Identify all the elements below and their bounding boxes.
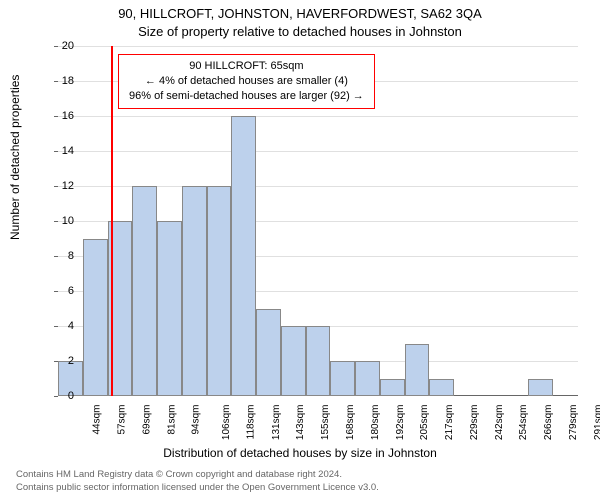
y-tick-label: 20 (44, 40, 74, 52)
y-tick-label: 16 (44, 110, 74, 122)
histogram-bar (182, 186, 207, 396)
x-tick-label: 229sqm (469, 405, 480, 441)
histogram-bar (306, 326, 331, 396)
x-axis-label: Distribution of detached houses by size … (0, 446, 600, 460)
property-size-chart: 90, HILLCROFT, JOHNSTON, HAVERFORDWEST, … (0, 0, 600, 500)
annotation-line-1: 90 HILLCROFT: 65sqm (129, 59, 364, 74)
chart-title-line-2: Size of property relative to detached ho… (0, 24, 600, 39)
x-tick-label: 168sqm (345, 405, 356, 441)
annotation-line-3: 96% of semi-detached houses are larger (… (129, 89, 364, 104)
x-tick-label: 57sqm (117, 405, 128, 435)
y-tick-label: 4 (44, 320, 74, 332)
y-axis-label: Number of detached properties (8, 75, 22, 240)
x-tick-label: 131sqm (271, 405, 282, 441)
x-tick-label: 279sqm (568, 405, 579, 441)
histogram-bar (405, 344, 430, 397)
x-tick-label: 118sqm (245, 405, 256, 440)
x-tick-label: 143sqm (296, 405, 307, 441)
y-tick-label: 12 (44, 180, 74, 192)
attribution-line-2: Contains public sector information licen… (16, 482, 379, 494)
x-tick-label: 94sqm (191, 405, 202, 435)
histogram-bar (231, 116, 256, 396)
y-tick-label: 6 (44, 285, 74, 297)
x-tick-label: 291sqm (593, 405, 600, 441)
histogram-bar (330, 361, 355, 396)
x-tick-label: 266sqm (543, 405, 554, 441)
y-tick-label: 0 (44, 390, 74, 402)
histogram-bar (429, 379, 454, 397)
y-tick-label: 14 (44, 145, 74, 157)
x-tick-label: 106sqm (221, 405, 232, 441)
x-tick-label: 192sqm (395, 405, 406, 441)
histogram-bar (157, 221, 182, 396)
x-tick-label: 254sqm (518, 405, 529, 441)
x-tick-label: 44sqm (92, 405, 103, 435)
grid-line (58, 151, 578, 152)
plot-area: 90 HILLCROFT: 65sqm← 4% of detached hous… (58, 46, 578, 396)
histogram-bar (281, 326, 306, 396)
y-tick-label: 10 (44, 215, 74, 227)
annotation-line-2: ← 4% of detached houses are smaller (4) (129, 74, 364, 89)
histogram-bar (528, 379, 553, 397)
histogram-bar (380, 379, 405, 397)
attribution-text: Contains HM Land Registry data © Crown c… (16, 469, 379, 494)
histogram-bar (132, 186, 157, 396)
histogram-bar (83, 239, 108, 397)
attribution-line-1: Contains HM Land Registry data © Crown c… (16, 469, 379, 481)
y-tick-label: 18 (44, 75, 74, 87)
x-tick-label: 180sqm (370, 405, 381, 441)
histogram-bar (207, 186, 232, 396)
x-tick-label: 242sqm (494, 405, 505, 441)
y-tick-label: 8 (44, 250, 74, 262)
x-tick-label: 69sqm (141, 405, 152, 435)
x-tick-label: 217sqm (444, 405, 455, 441)
histogram-bar (355, 361, 380, 396)
histogram-bar (256, 309, 281, 397)
x-tick-label: 205sqm (419, 405, 430, 441)
x-tick-label: 155sqm (320, 405, 331, 441)
chart-title-line-1: 90, HILLCROFT, JOHNSTON, HAVERFORDWEST, … (0, 6, 600, 21)
annotation-box: 90 HILLCROFT: 65sqm← 4% of detached hous… (118, 54, 375, 109)
x-tick-label: 81sqm (166, 405, 177, 435)
reference-line (111, 46, 113, 396)
y-tick-label: 2 (44, 355, 74, 367)
grid-line (58, 46, 578, 47)
grid-line (58, 116, 578, 117)
